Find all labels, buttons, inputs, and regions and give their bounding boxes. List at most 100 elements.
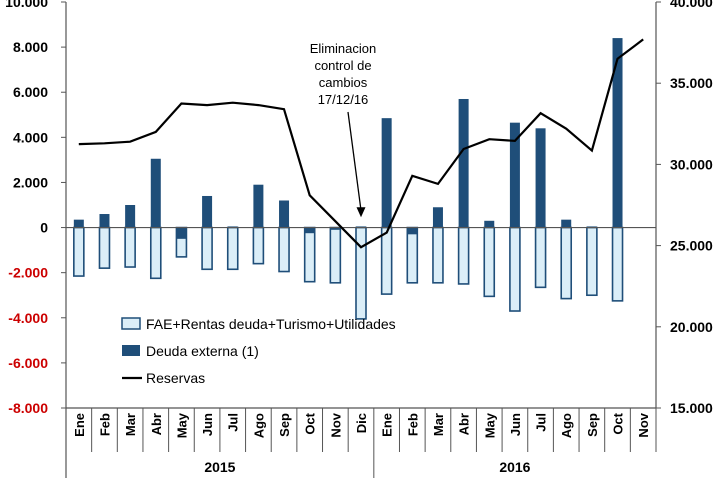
bar-fae-13 [406,226,419,284]
left-tick-label-6: 4.000 [13,129,48,145]
bar-deuda-8 [279,200,290,228]
x-label-sep-20: Sep [585,413,600,437]
x-label-dic-11: Dic [354,413,369,433]
bar-deuda-13 [407,227,418,235]
bar-fae-17 [509,226,521,312]
x-tick-labels: Ene Feb Mar Abr May Jun Jul Ago Sep Oct Nov Dic Ene F… [72,412,651,438]
annotation: Eliminacion control de cambios 17/12/16 [310,41,376,218]
x-label-abr-15: Abr [457,413,472,435]
right-tick-label-1: 20.000 [670,319,713,335]
right-tick-label-4: 35.000 [670,75,713,91]
bar-fae-10 [329,226,342,284]
bar-deuda-4 [176,227,187,239]
bar-fae-1 [98,226,111,269]
bar-fae-9 [303,226,316,283]
bar-deuda-7 [253,184,264,228]
left-tick-label-2: -4.000 [8,310,48,326]
left-tick-label-1: -6.000 [8,355,48,371]
bar-deuda-9 [304,227,315,234]
x-label-abr-3: Abr [149,413,164,435]
bar-fae-16 [483,226,496,298]
year-groups: 2015 2016 [204,452,531,478]
x-label-mar-14: Mar [431,413,446,436]
legend-swatch-fae [121,317,141,330]
left-tick-label-8: 8.000 [13,39,48,55]
bar-fae-5 [201,226,213,271]
bar-fae-18 [534,226,547,289]
year-label-2015: 2015 [204,459,235,475]
bar-fae-0 [73,226,85,277]
annotation-line-3: cambios [319,75,368,90]
left-tick-label-0: -8.000 [8,400,48,416]
bar-deuda-12 [381,118,392,228]
bar-fae-3 [149,226,162,280]
left-tick-label-3: -2.000 [8,265,48,281]
bar-deuda-3 [150,158,161,228]
left-tick-label-4: 0 [40,220,48,236]
x-label-jun-5: Jun [200,413,215,436]
bar-fae-21 [611,226,624,302]
left-tick-labels: -8.000 -6.000 -4.000 -2.000 0 2.000 4.000 6.000… [5,0,66,416]
x-label-mar-2: Mar [123,413,138,436]
legend-label-reservas: Reservas [146,370,205,386]
axes-layer [65,2,657,478]
x-label-jul-6: Jul [226,413,241,432]
x-label-nov-10: Nov [328,412,343,437]
left-tick-label-5: 2.000 [13,174,48,190]
x-label-sep-8: Sep [277,413,292,437]
bar-deuda-21 [612,38,623,228]
x-label-may-4: May [174,412,189,438]
right-tick-label-5: 40.000 [670,0,713,10]
legend-label-deuda: Deuda externa (1) [146,343,259,359]
bar-fae-6 [226,226,239,271]
bar-deuda-0 [73,219,84,228]
annotation-line-2: control de [314,58,371,73]
right-tick-label-2: 25.000 [670,238,713,254]
annotation-line-4: 17/12/16 [318,92,369,107]
x-label-ago-7: Ago [251,413,266,438]
reservas-line [78,38,644,249]
bar-deuda-16 [484,220,495,228]
legend: FAE+Rentas deuda+Turismo+Utilidades Deud… [121,316,396,386]
bar-deuda-10 [330,227,341,230]
annotation-arrow [347,111,362,211]
x-label-ene-12: Ene [380,413,395,437]
bar-deuda-14 [432,207,443,228]
bar-fae-8 [278,226,290,273]
bar-deuda-1 [99,214,110,228]
bar-fae-7 [252,226,265,265]
x-label-may-16: May [482,412,497,438]
bar-fae-11 [355,226,367,320]
x-label-feb-13: Feb [405,413,420,436]
bar-fae-14 [432,226,444,284]
bar-deuda-18 [535,128,546,228]
x-label-nov-22: Nov [636,412,651,437]
x-label-oct-21: Oct [611,412,626,434]
year-label-2016: 2016 [499,459,530,475]
x-label-feb-1: Feb [97,413,112,436]
x-label-oct-9: Oct [303,412,318,434]
x-label-jun-17: Jun [508,413,523,436]
bar-fae-20 [586,226,598,297]
legend-swatch-deuda [122,345,140,356]
bar-deuda-17 [509,122,520,228]
bar-fae-12 [380,226,393,295]
right-tick-labels: 15.000 20.000 25.000 30.000 35.000 40.000 [656,0,713,416]
bar-deuda-2 [125,205,136,228]
left-tick-label-7: 6.000 [13,84,48,100]
bar-fae-19 [560,226,573,300]
annotation-line-1: Eliminacion [310,41,376,56]
bar-deuda-19 [561,219,572,228]
bar-deuda-5 [202,195,213,228]
right-tick-label-3: 30.000 [670,156,713,172]
left-tick-label-9: 10.000 [5,0,48,10]
bar-fae-15 [457,226,470,285]
bar-fae-2 [124,226,136,268]
right-tick-label-0: 15.000 [670,400,713,416]
annotation-arrowhead [356,207,366,218]
x-label-ene-0: Ene [72,413,87,437]
bar-deuda-15 [458,98,469,228]
x-label-ago-19: Ago [559,413,574,438]
legend-label-fae: FAE+Rentas deuda+Turismo+Utilidades [146,316,396,332]
